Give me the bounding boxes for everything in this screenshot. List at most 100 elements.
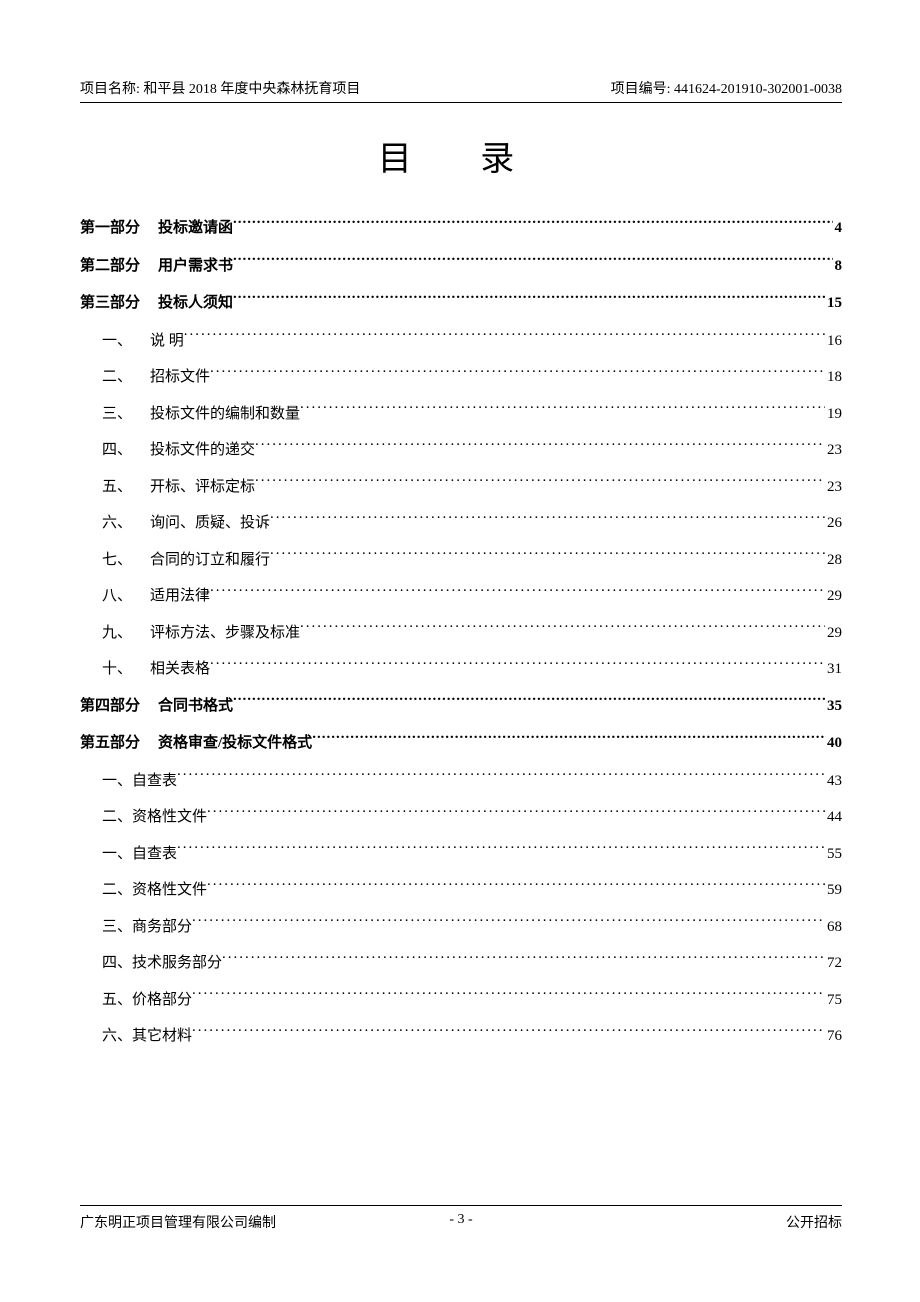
toc-label: 第一部分 — [80, 216, 140, 242]
toc-text: 合同书格式 — [158, 694, 233, 720]
toc-row: 第五部分资格审查/投标文件格式40 — [80, 731, 842, 757]
toc-row: 三、商务部分 68 — [80, 915, 842, 941]
toc-row: 第一部分投标邀请函 4 — [80, 216, 842, 242]
toc-text: 资格性文件 — [132, 805, 207, 831]
toc-leader — [184, 330, 825, 345]
toc-page: 68 — [825, 915, 842, 941]
toc-label: 十、 — [102, 657, 132, 683]
toc-label: 第五部分 — [80, 731, 140, 757]
toc-leader — [255, 439, 825, 454]
toc-text: 招标文件 — [150, 365, 210, 391]
toc-leader — [300, 403, 825, 418]
toc-row: 五、开标、评标定标23 — [80, 475, 842, 501]
toc-page: 76 — [825, 1024, 842, 1050]
toc-row: 第四部分合同书格式35 — [80, 694, 842, 720]
toc-page: 35 — [825, 694, 842, 720]
toc-label: 三、 — [102, 915, 132, 941]
toc-page: 28 — [825, 548, 842, 574]
toc-text: 用户需求书 — [158, 254, 233, 280]
toc-row: 第二部分用户需求书 8 — [80, 254, 842, 280]
toc-row: 七、合同的订立和履行28 — [80, 548, 842, 574]
toc-label: 第二部分 — [80, 254, 140, 280]
toc-leader — [177, 843, 825, 858]
toc-page: 31 — [825, 657, 842, 683]
toc-text: 自查表 — [132, 769, 177, 795]
header-project-code: 项目编号: 441624-201910-302001-0038 — [611, 78, 842, 98]
toc-text: 其它材料 — [132, 1024, 192, 1050]
toc-page: 26 — [825, 511, 842, 537]
toc-row: 第三部分投标人须知 15 — [80, 291, 842, 317]
toc-leader — [210, 366, 825, 381]
toc-page: 15 — [825, 291, 842, 317]
toc-text: 自查表 — [132, 842, 177, 868]
toc-leader — [222, 952, 825, 967]
toc-page: 59 — [825, 878, 842, 904]
toc-page: 18 — [825, 365, 842, 391]
toc-row: 十、相关表格 31 — [80, 657, 842, 683]
toc-page: 8 — [833, 254, 843, 280]
toc-row: 一、自查表55 — [80, 842, 842, 868]
toc-leader — [255, 476, 825, 491]
toc-page: 40 — [825, 731, 842, 757]
toc-label: 六、 — [102, 511, 132, 537]
page-title: 目 录 — [80, 131, 842, 180]
toc-text: 资格性文件 — [132, 878, 207, 904]
toc-label: 一、 — [102, 842, 132, 868]
toc-row: 八、适用法律 29 — [80, 584, 842, 610]
table-of-contents: 第一部分投标邀请函 4 第二部分用户需求书 8 第三部分投标人须知 15 一、 说 明 16 二、… — [80, 216, 842, 1050]
toc-row: 五、价格部分75 — [80, 988, 842, 1014]
toc-leader — [233, 695, 825, 710]
toc-text: 相关表格 — [150, 657, 210, 683]
toc-page: 29 — [825, 584, 842, 610]
toc-text: 投标文件的编制和数量 — [150, 402, 300, 428]
toc-text: 询问、质疑、投诉 — [150, 511, 270, 537]
toc-text: 技术服务部分 — [132, 951, 222, 977]
toc-leader — [233, 217, 832, 232]
toc-leader — [207, 879, 825, 894]
toc-text: 商务部分 — [132, 915, 192, 941]
toc-row: 二、资格性文件44 — [80, 805, 842, 831]
toc-row: 二、招标文件 18 — [80, 365, 842, 391]
toc-text: 说 明 — [150, 329, 184, 355]
toc-leader — [192, 916, 825, 931]
toc-text: 投标邀请函 — [158, 216, 233, 242]
toc-row: 三、投标文件的编制和数量 19 — [80, 402, 842, 428]
toc-page: 23 — [825, 475, 842, 501]
toc-row: 六、其它材料 76 — [80, 1024, 842, 1050]
toc-page: 44 — [825, 805, 842, 831]
toc-label: 第三部分 — [80, 291, 140, 317]
toc-label: 三、 — [102, 402, 132, 428]
toc-label: 九、 — [102, 621, 132, 647]
toc-label: 六、 — [102, 1024, 132, 1050]
toc-label: 二、 — [102, 365, 132, 391]
toc-text: 合同的订立和履行 — [150, 548, 270, 574]
toc-page: 29 — [825, 621, 842, 647]
toc-leader — [177, 770, 825, 785]
toc-label: 八、 — [102, 584, 132, 610]
toc-page: 4 — [833, 216, 843, 242]
toc-text: 投标文件的递交 — [150, 438, 255, 464]
toc-label: 五、 — [102, 988, 132, 1014]
toc-leader — [300, 622, 825, 637]
toc-leader — [312, 732, 825, 747]
toc-leader — [207, 806, 825, 821]
toc-page: 19 — [825, 402, 842, 428]
toc-text: 评标方法、步骤及标准 — [150, 621, 300, 647]
toc-row: 一、说 明16 — [80, 329, 842, 355]
toc-text: 开标、评标定标 — [150, 475, 255, 501]
toc-label: 一、 — [102, 769, 132, 795]
header-project-name: 项目名称: 和平县 2018 年度中央森林抚育项目 — [80, 78, 360, 98]
footer-page-number: - 3 - — [80, 1212, 842, 1228]
toc-page: 16 — [825, 329, 842, 355]
toc-leader — [233, 292, 825, 307]
toc-leader — [233, 255, 832, 270]
toc-text: 价格部分 — [132, 988, 192, 1014]
toc-text: 适用法律 — [150, 584, 210, 610]
toc-leader — [192, 989, 825, 1004]
toc-label: 四、 — [102, 951, 132, 977]
toc-leader — [270, 512, 825, 527]
toc-row: 二、资格性文件59 — [80, 878, 842, 904]
toc-leader — [210, 585, 825, 600]
toc-text: 投标人须知 — [158, 291, 233, 317]
toc-row: 四、技术服务部分72 — [80, 951, 842, 977]
